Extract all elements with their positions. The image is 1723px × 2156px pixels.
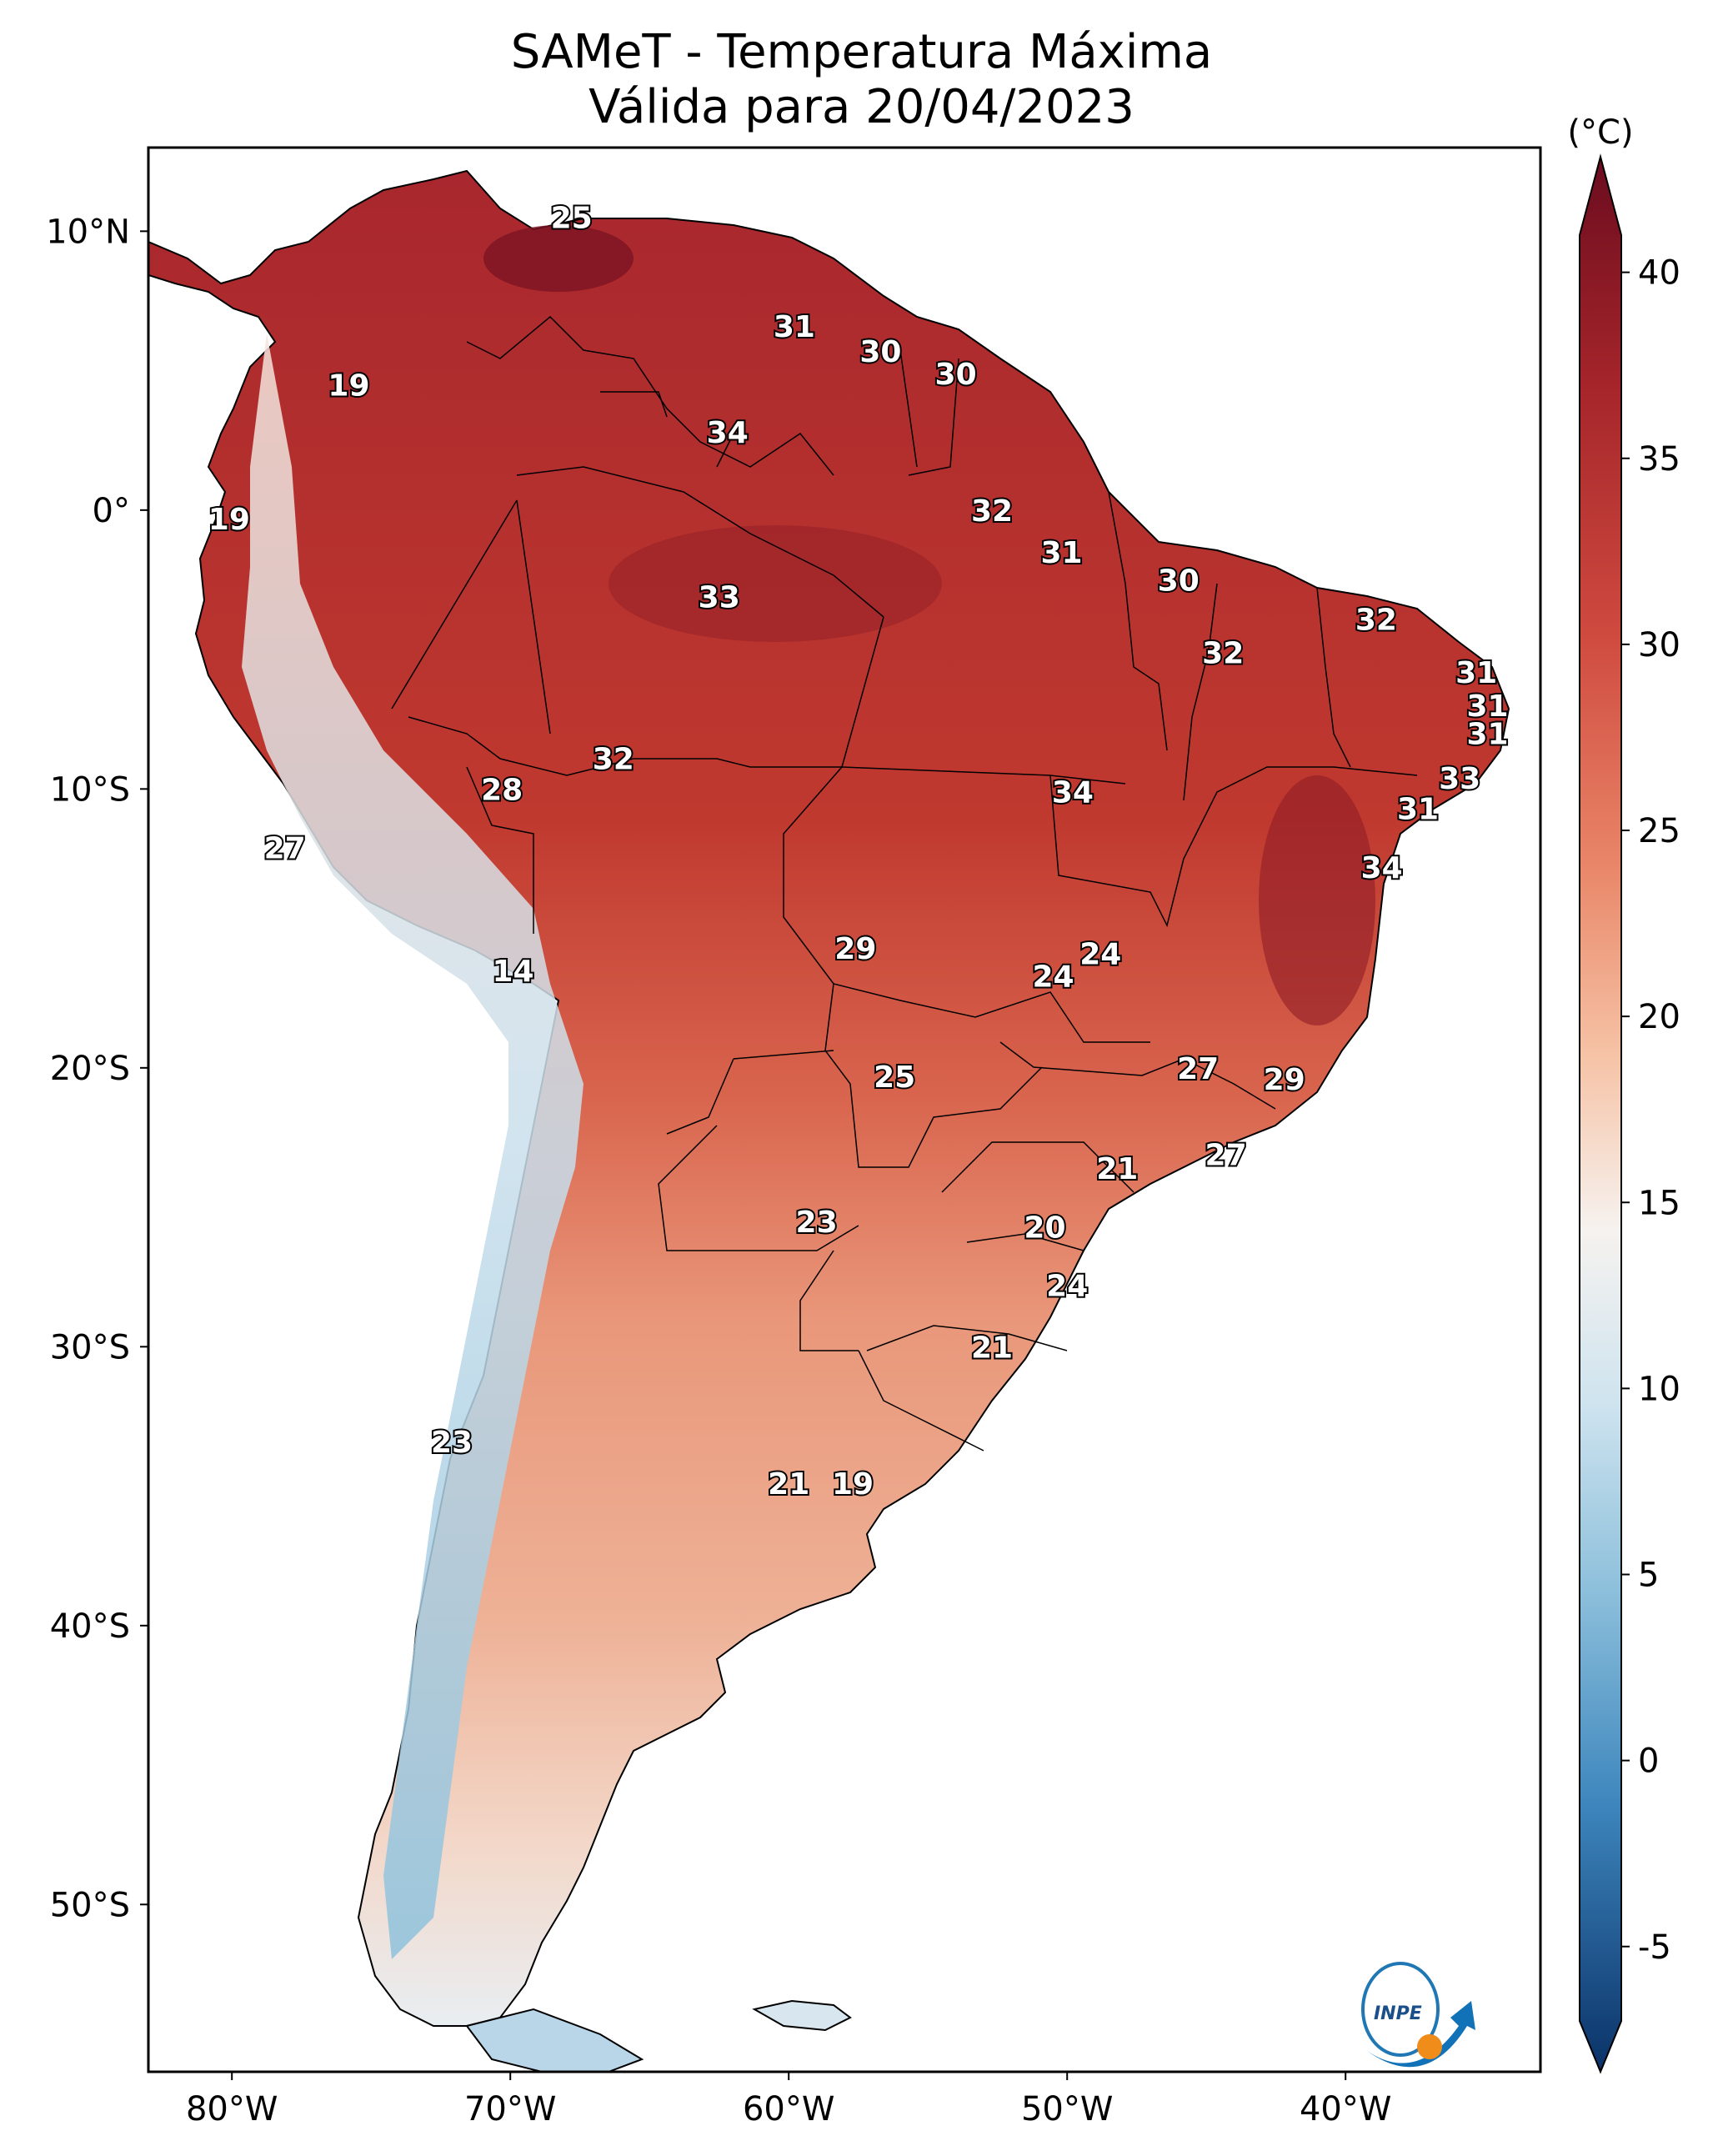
- temperature-label: 27: [264, 832, 306, 866]
- temperature-label: 33: [699, 581, 740, 615]
- temperature-label: 27: [1177, 1052, 1219, 1086]
- temperature-label: 21: [971, 1331, 1013, 1365]
- colorbar-unit: (°C): [1567, 113, 1633, 152]
- temperature-label: 24: [1032, 960, 1074, 994]
- state-borders: [391, 315, 1418, 1452]
- longitude-axis: 80°W 70°W 60°W 50°W 40°W: [186, 2072, 1391, 2128]
- south-america-land: [148, 169, 1510, 2027]
- lat-tick-label: 40°S: [50, 1607, 130, 1646]
- lon-tick-label: 40°W: [1300, 2090, 1391, 2128]
- temperature-label: 31: [1466, 717, 1508, 751]
- temperature-label: 19: [328, 369, 369, 403]
- temperature-label: 34: [1361, 851, 1403, 885]
- logo-swoosh: [1367, 2001, 1475, 2068]
- lat-tick-label: 0°: [93, 492, 130, 530]
- temperature-label: 20: [1024, 1211, 1065, 1245]
- map-frame: [147, 146, 1542, 2073]
- hot-core-venezuela: [483, 225, 634, 292]
- lon-tick-label: 80°W: [186, 2090, 278, 2128]
- colorbar-tick-label: 10: [1638, 1370, 1680, 1408]
- temperature-label: 27: [1205, 1139, 1247, 1173]
- temperature-label: 31: [774, 310, 815, 344]
- colorbar-tick-label: 35: [1638, 440, 1680, 479]
- lat-tick-label: 10°S: [50, 770, 130, 809]
- temperature-label: 25: [874, 1060, 915, 1095]
- colorbar-tick-label: 5: [1638, 1557, 1659, 1595]
- title-line-1: SAMeT - Temperatura Máxima: [510, 25, 1213, 79]
- logo-sun: [1417, 2034, 1442, 2059]
- colorbar: (°C) 40 35 30 25 20 15 10 5 0 -5: [1567, 113, 1680, 2074]
- hot-core-bahia: [1259, 775, 1375, 1025]
- temperature-label: 33: [1439, 762, 1480, 796]
- title-line-2: Válida para 20/04/2023: [589, 80, 1134, 134]
- falkland-islands: [752, 1999, 852, 2032]
- temperature-label: 31: [1397, 793, 1439, 827]
- temperature-label: 28: [481, 773, 523, 807]
- colorbar-tick-label: -5: [1638, 1928, 1671, 1967]
- lat-tick-label: 20°S: [50, 1050, 130, 1088]
- lon-tick-label: 70°W: [464, 2090, 556, 2128]
- colorbar-tick-label: 15: [1638, 1184, 1680, 1222]
- temperature-label: 19: [832, 1467, 874, 1502]
- lat-tick-label: 50°S: [50, 1886, 130, 1924]
- latitude-axis: 10°N 0° 10°S 20°S 30°S 40°S 50°S: [46, 213, 148, 1924]
- temperature-label: 31: [1040, 536, 1082, 570]
- temperature-label: 32: [1355, 603, 1397, 637]
- temperature-label: 32: [1202, 636, 1244, 670]
- tierra-del-fuego: [465, 2008, 644, 2072]
- temperature-label: 23: [431, 1426, 473, 1460]
- temperature-field: [148, 169, 1510, 2072]
- colorbar-fill: [1579, 153, 1622, 2074]
- temperature-label: 21: [1096, 1152, 1138, 1186]
- temperature-label: 31: [1466, 689, 1508, 724]
- temperature-label: 14: [492, 955, 533, 989]
- temperature-label: 21: [768, 1467, 809, 1502]
- temperature-label: 29: [834, 932, 876, 966]
- colorbar-tick-label: 25: [1638, 812, 1680, 850]
- colorbar-ticks: 40 35 30 25 20 15 10 5 0 -5: [1621, 254, 1680, 1967]
- logo-ring: [1361, 1962, 1440, 2057]
- temperature-label: 32: [971, 494, 1013, 529]
- temperature-label: 29: [1264, 1063, 1305, 1097]
- temperature-label: 30: [859, 335, 901, 369]
- colorbar-tick-label: 0: [1638, 1742, 1659, 1781]
- lon-tick-label: 60°W: [743, 2090, 834, 2128]
- temperature-label: 30: [1158, 564, 1200, 598]
- inpe-logo: INPE: [1361, 1962, 1475, 2068]
- temperature-label: 34: [1052, 776, 1094, 810]
- temperature-label: 24: [1046, 1270, 1088, 1304]
- temperature-label: 30: [935, 358, 977, 392]
- lat-tick-label: 30°S: [50, 1328, 130, 1366]
- lat-tick-label: 10°N: [46, 213, 130, 251]
- temperature-label: 23: [796, 1206, 838, 1240]
- colorbar-tick-label: 40: [1638, 254, 1680, 293]
- temperature-label: 32: [593, 743, 634, 777]
- temperature-label: 19: [208, 503, 250, 537]
- lon-tick-label: 50°W: [1021, 2090, 1113, 2128]
- temperature-label: 31: [1455, 656, 1497, 690]
- colorbar-tick-label: 30: [1638, 626, 1680, 664]
- logo-text: INPE: [1374, 2003, 1422, 2024]
- colorbar-tick-label: 20: [1638, 998, 1680, 1036]
- temperature-label: 24: [1079, 938, 1121, 972]
- temperature-label: 34: [707, 416, 749, 450]
- map-title: SAMeT - Temperatura Máxima Válida para 2…: [0, 25, 1723, 135]
- hot-core-amazon: [609, 525, 942, 642]
- andes-cool-band: [242, 333, 584, 1959]
- temperature-label: 25: [551, 202, 593, 236]
